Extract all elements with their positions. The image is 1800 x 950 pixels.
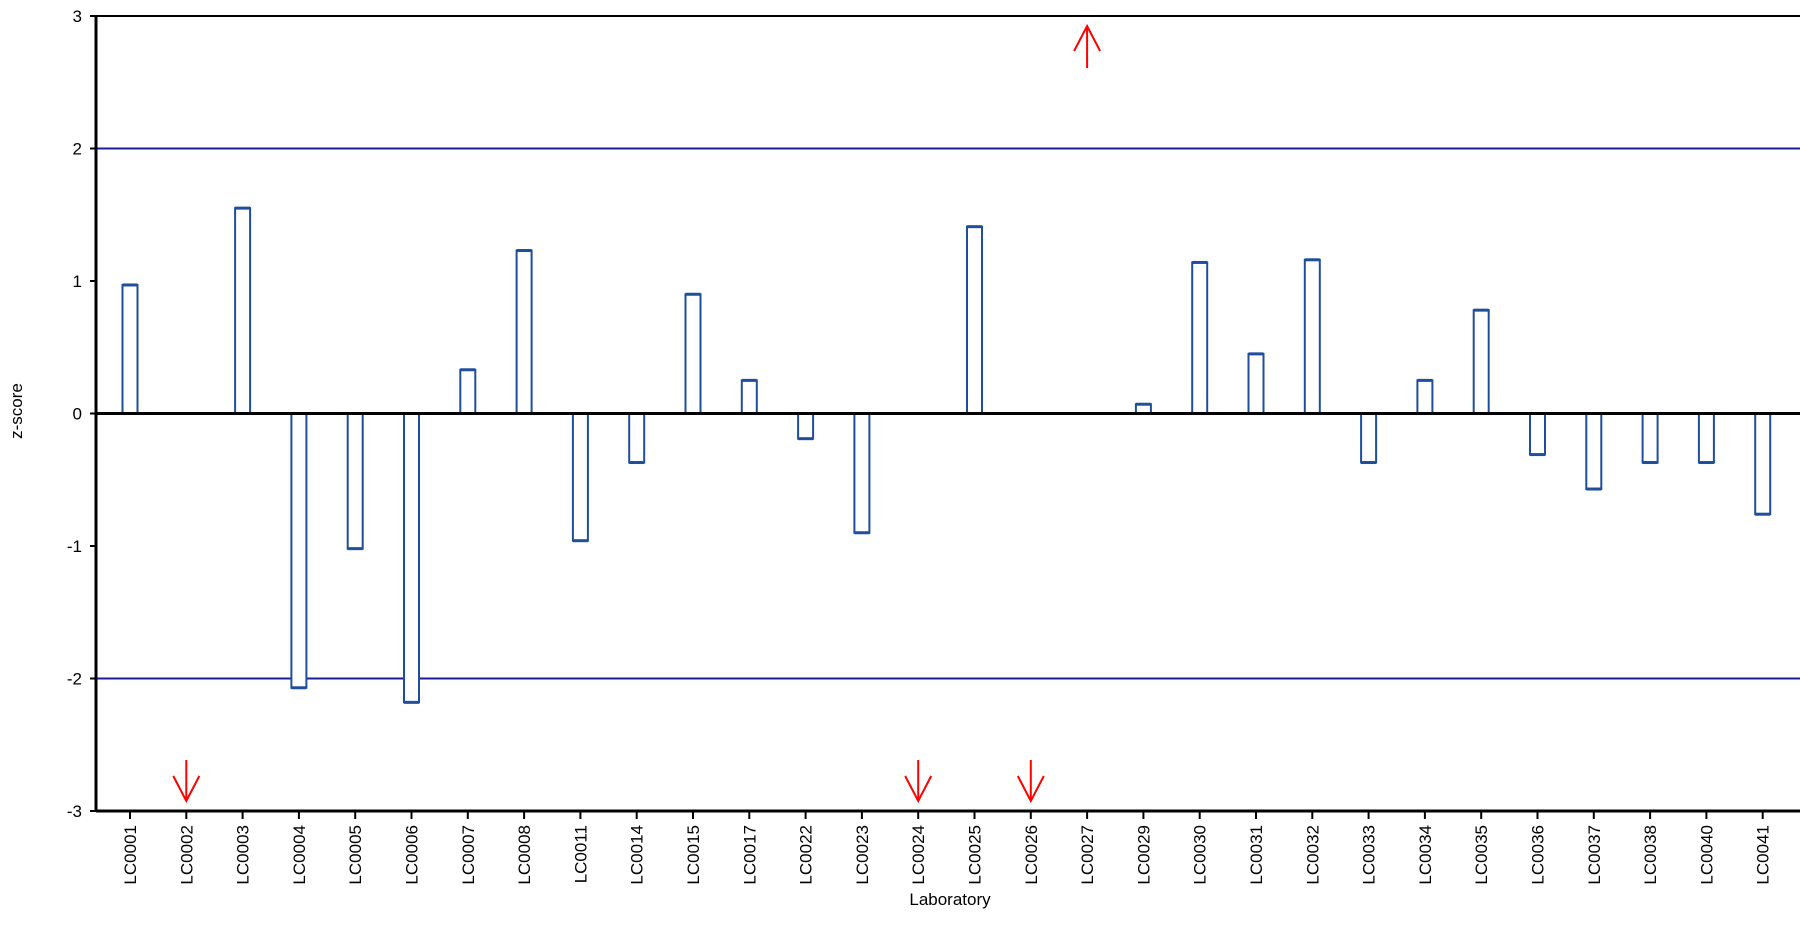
bar-LC0001 xyxy=(121,283,139,415)
x-tick-label: LC0008 xyxy=(515,825,534,885)
x-tick-label: LC0027 xyxy=(1078,825,1097,885)
x-tick-label: LC0026 xyxy=(1022,825,1041,885)
out-of-range-markers xyxy=(172,23,1101,804)
bar-LC0037 xyxy=(1585,412,1603,491)
x-tick-label: LC0037 xyxy=(1585,825,1604,885)
y-tick-label: 2 xyxy=(73,140,82,159)
x-tick-label: LC0029 xyxy=(1134,825,1153,885)
x-tick-label: LC0015 xyxy=(684,825,703,885)
bar-LC0022 xyxy=(797,412,815,440)
x-tick-label: LC0023 xyxy=(853,825,872,885)
bar-LC0030 xyxy=(1191,261,1209,415)
x-tick-label: LC0030 xyxy=(1191,825,1210,885)
arrow-LC0027 xyxy=(1073,23,1101,68)
x-tick-label: LC0036 xyxy=(1529,825,1548,885)
arrow-head xyxy=(1073,23,1101,52)
x-tick-label: LC0024 xyxy=(909,825,928,885)
x-tick-label: LC0022 xyxy=(797,825,816,885)
x-tick-label: LC0025 xyxy=(966,825,985,885)
bar-LC0033 xyxy=(1360,412,1378,464)
arrow-LC0002 xyxy=(172,760,201,804)
bar-LC0005 xyxy=(346,412,364,550)
bar-LC0015 xyxy=(684,293,702,415)
bar-LC0034 xyxy=(1416,379,1434,415)
bar-LC0003 xyxy=(234,207,252,415)
x-tick-label: LC0032 xyxy=(1303,825,1322,885)
arrow-head xyxy=(172,775,201,804)
x-tick-label: LC0034 xyxy=(1416,825,1435,885)
arrow-head xyxy=(904,775,933,804)
x-tick-label: LC0011 xyxy=(571,825,590,883)
axes xyxy=(94,15,1800,813)
bar-LC0006 xyxy=(403,412,420,704)
x-tick-label: LC0017 xyxy=(740,825,759,885)
bar-LC0036 xyxy=(1529,412,1546,456)
y-axis-ticks: 3 2 1 0 -1 -2 -3 xyxy=(67,7,96,821)
bar-LC0008 xyxy=(515,249,533,415)
x-tick-label: LC0014 xyxy=(628,825,647,885)
x-tick-label: LC0001 xyxy=(121,825,140,885)
bar-LC0007 xyxy=(459,368,477,415)
bar-LC0040 xyxy=(1697,412,1715,464)
x-tick-label: LC0002 xyxy=(177,825,196,885)
bar-LC0031 xyxy=(1247,352,1265,415)
y-tick-label: -3 xyxy=(67,802,82,821)
bar-LC0017 xyxy=(740,379,758,415)
y-tick-label: -1 xyxy=(67,537,82,556)
x-tick-label: LC0041 xyxy=(1754,825,1773,885)
bar-LC0004 xyxy=(290,412,308,689)
arrow-head xyxy=(1016,775,1045,804)
x-tick-label: LC0003 xyxy=(234,825,253,885)
bar-LC0023 xyxy=(853,412,871,534)
bar-LC0032 xyxy=(1303,258,1321,415)
limit-lines xyxy=(96,147,1800,680)
bar-LC0041 xyxy=(1754,412,1772,516)
x-tick-label: LC0033 xyxy=(1360,825,1379,885)
x-tick-label: LC0031 xyxy=(1247,825,1266,885)
x-tick-label: LC0007 xyxy=(459,825,478,885)
bar-LC0014 xyxy=(628,412,646,464)
bar-LC0038 xyxy=(1641,412,1659,464)
bar-LC0025 xyxy=(966,225,983,415)
bar-LC0011 xyxy=(571,412,589,542)
arrow-LC0026 xyxy=(1016,760,1045,804)
x-tick-label: LC0005 xyxy=(346,825,365,885)
bars xyxy=(121,206,1772,704)
y-tick-label: 1 xyxy=(73,272,82,291)
x-axis-ticks: LC0001 LC0002 LC0003 LC0004 LC0005 LC0006 LC00… xyxy=(121,811,1773,885)
x-tick-label: LC0004 xyxy=(290,825,309,885)
x-tick-label: LC0006 xyxy=(403,825,422,885)
x-tick-label: LC0035 xyxy=(1472,825,1491,885)
x-axis-title: Laboratory xyxy=(909,890,991,909)
y-tick-label: 3 xyxy=(73,7,82,26)
bar-LC0035 xyxy=(1472,309,1490,415)
y-tick-label: 0 xyxy=(73,405,82,424)
x-tick-label: LC0040 xyxy=(1697,825,1716,885)
arrow-LC0024 xyxy=(904,760,933,804)
y-axis-title: z-score xyxy=(7,383,26,439)
y-tick-label: -2 xyxy=(67,670,82,689)
x-tick-label: LC0038 xyxy=(1641,825,1660,885)
